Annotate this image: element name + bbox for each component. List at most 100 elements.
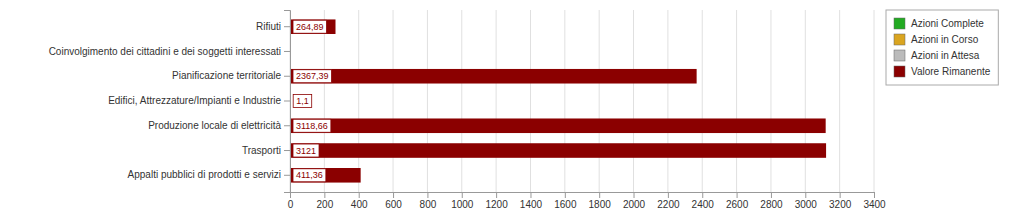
grid-line xyxy=(393,10,394,192)
x-tick-label: 200 xyxy=(317,199,334,210)
grid-line xyxy=(496,10,497,192)
data-labels: 411,36 3121 3118,66 1,1 2367,39 264,89 xyxy=(293,20,332,182)
x-tick: 200 xyxy=(317,192,334,210)
y-tick-mark xyxy=(284,150,290,151)
data-label-box xyxy=(293,20,327,33)
data-label-box xyxy=(293,119,331,132)
y-axis-line xyxy=(284,11,291,193)
y-tick: Coinvolgimento dei cittadini e dei sogge… xyxy=(49,46,290,57)
legend-label: Valore Rimanente xyxy=(911,66,991,77)
y-tick-mark xyxy=(284,125,290,126)
x-tick-mark xyxy=(393,192,394,198)
x-tick: 800 xyxy=(420,192,437,210)
data-label-box xyxy=(293,70,332,83)
x-tick: 2600 xyxy=(726,192,749,210)
y-tick-label: Appalti pubblici di prodotti e servizi xyxy=(128,169,281,180)
x-tick-mark xyxy=(565,192,566,198)
legend-label: Azioni in Corso xyxy=(911,34,979,45)
x-tick-mark xyxy=(496,192,497,198)
data-label: 2367,39 xyxy=(293,70,332,83)
x-tick: 1200 xyxy=(485,192,508,210)
x-tick: 400 xyxy=(351,192,368,210)
data-label: 3118,66 xyxy=(293,119,331,132)
x-tick-label: 3400 xyxy=(863,199,886,210)
data-label-text: 1,1 xyxy=(296,96,309,106)
legend-label: Azioni in Attesa xyxy=(911,50,980,61)
grid-line xyxy=(702,10,703,192)
data-label-text: 3121 xyxy=(296,146,316,156)
y-tick: Appalti pubblici di prodotti e servizi xyxy=(128,169,290,180)
x-tick-mark xyxy=(324,192,325,198)
data-label-text: 3118,66 xyxy=(296,121,328,131)
x-tick: 1800 xyxy=(589,192,612,210)
x-tick-label: 2600 xyxy=(726,199,749,210)
y-tick-mark xyxy=(284,51,290,52)
x-tick-label: 2000 xyxy=(623,199,646,210)
x-tick: 2400 xyxy=(692,192,715,210)
legend-label: Azioni Complete xyxy=(911,18,984,29)
x-tick-mark xyxy=(462,192,463,198)
x-tick: 3200 xyxy=(829,192,852,210)
x-tick-mark xyxy=(668,192,669,198)
legend-item: Azioni Complete xyxy=(894,18,984,29)
y-tick-mark xyxy=(284,76,290,77)
x-tick-label: 1400 xyxy=(520,199,543,210)
grid-line xyxy=(736,10,737,192)
data-label-box xyxy=(293,144,319,157)
data-label-text: 264,89 xyxy=(296,22,324,32)
data-label-text: 411,36 xyxy=(296,170,323,180)
plot: 0200400600800100012001400160018002000220… xyxy=(49,10,886,210)
x-tick: 1600 xyxy=(554,192,577,210)
y-tick: Pianificazione territoriale xyxy=(172,70,290,81)
bar xyxy=(290,69,697,84)
grid-line xyxy=(839,10,840,192)
bar xyxy=(290,143,826,158)
x-tick: 1000 xyxy=(451,192,474,210)
legend-swatch xyxy=(894,34,905,45)
x-tick-label: 2400 xyxy=(692,199,715,210)
x-tick-label: 1800 xyxy=(589,199,612,210)
y-tick-label: Rifiuti xyxy=(256,21,281,32)
x-tick: 3000 xyxy=(795,192,818,210)
x-tick-label: 1200 xyxy=(485,199,508,210)
x-tick-mark xyxy=(530,192,531,198)
y-tick: Rifiuti xyxy=(256,21,290,32)
x-tick-mark xyxy=(634,192,635,198)
y-tick-label: Produzione locale di elettricità xyxy=(148,120,281,131)
x-tick-mark xyxy=(771,192,772,198)
x-tick-label: 2800 xyxy=(760,199,783,210)
grid-line xyxy=(599,10,600,192)
data-label: 411,36 xyxy=(293,169,326,182)
grid-line xyxy=(530,10,531,192)
grid-line xyxy=(461,10,462,192)
grid xyxy=(290,10,874,192)
grid-line xyxy=(667,10,668,192)
x-axis-line xyxy=(291,193,875,199)
y-tick-mark xyxy=(284,175,290,176)
x-tick-mark xyxy=(840,192,841,198)
x-tick: 0 xyxy=(288,192,294,210)
data-label: 3121 xyxy=(293,144,319,157)
grid-line xyxy=(564,10,565,192)
data-label: 264,89 xyxy=(293,20,327,33)
y-tick-mark xyxy=(284,101,290,102)
x-tick-mark xyxy=(874,192,875,198)
y-tick: Trasporti xyxy=(242,145,290,156)
legend-item: Valore Rimanente xyxy=(894,66,991,77)
grid-line xyxy=(805,10,806,192)
y-tick-label: Coinvolgimento dei cittadini e dei sogge… xyxy=(49,46,281,57)
legend-swatch xyxy=(894,18,905,29)
x-tick-mark xyxy=(805,192,806,198)
x-tick-label: 1000 xyxy=(451,199,474,210)
bars xyxy=(290,19,826,182)
legend-swatch xyxy=(894,50,905,61)
grid-line xyxy=(874,10,875,192)
chart: 0200400600800100012001400160018002000220… xyxy=(0,0,1024,220)
bar xyxy=(290,19,335,34)
x-tick-label: 3200 xyxy=(829,199,852,210)
bar xyxy=(290,168,361,183)
y-tick-mark xyxy=(284,26,290,27)
bar xyxy=(290,118,826,133)
legend: Azioni Complete Azioni in Corso Azioni in … xyxy=(886,10,998,85)
x-tick: 2000 xyxy=(623,192,646,210)
